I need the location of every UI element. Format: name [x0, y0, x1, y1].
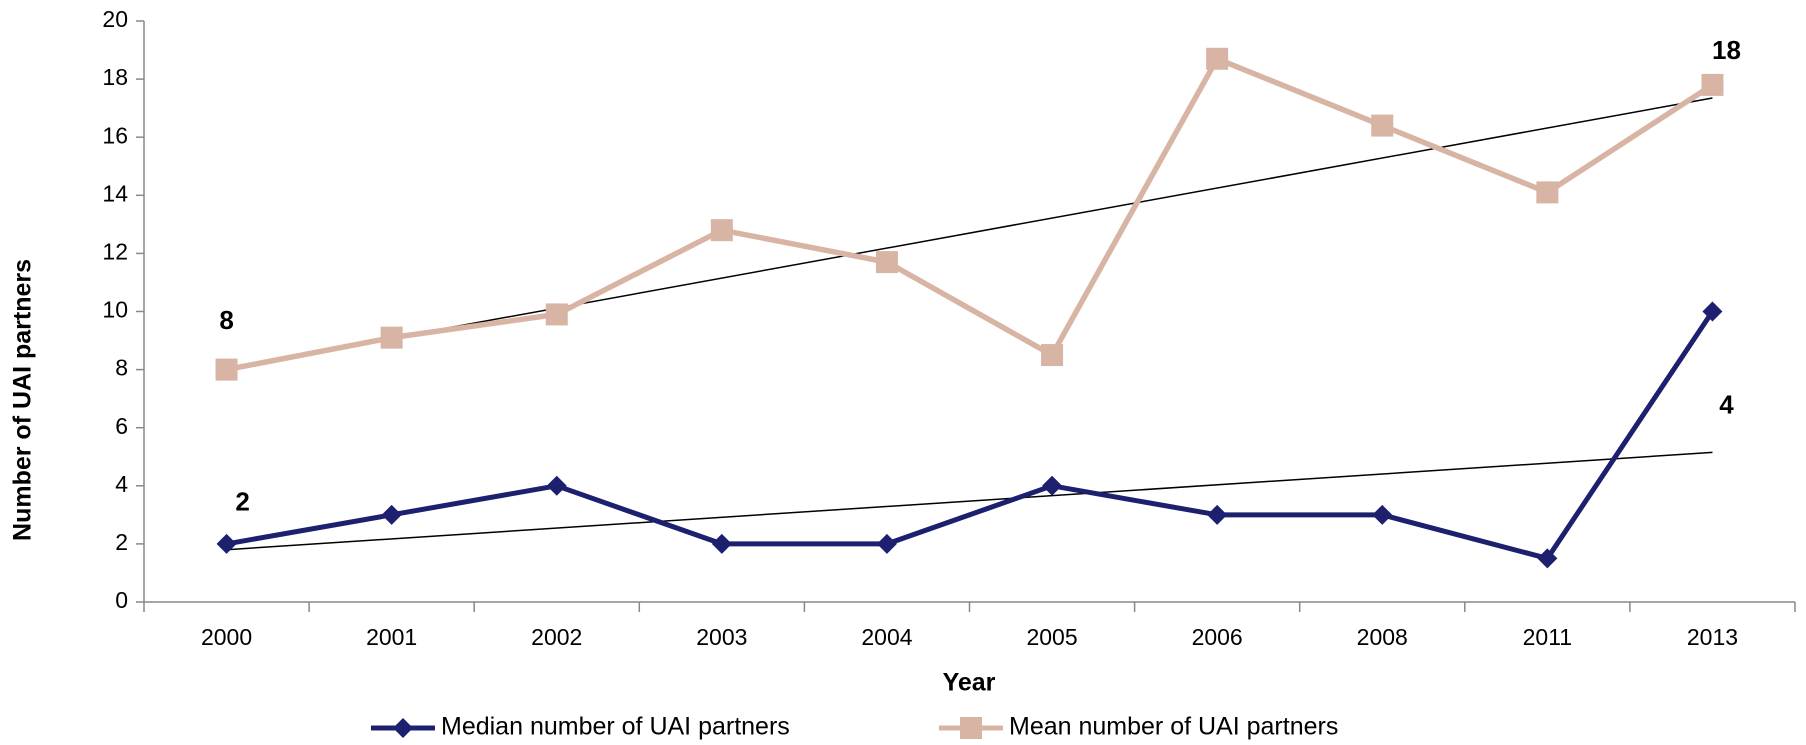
marker: [216, 533, 237, 554]
legend-label: Median number of UAI partners: [441, 713, 790, 741]
trend-line: [226, 451, 1713, 551]
marker: [215, 358, 238, 381]
y-tick-label: 16: [102, 122, 128, 148]
x-tick-label: 2011: [1523, 624, 1572, 650]
y-tick-label: 14: [102, 180, 128, 206]
marker: [875, 251, 898, 274]
annotation: 4: [1719, 389, 1734, 419]
x-tick-label: 2008: [1357, 624, 1408, 650]
marker: [381, 504, 402, 525]
marker: [1702, 301, 1723, 322]
y-tick-label: 20: [102, 6, 128, 32]
x-tick-label: 2001: [366, 624, 417, 650]
marker: [545, 303, 568, 326]
marker: [1206, 47, 1229, 70]
marker: [1041, 344, 1064, 367]
x-tick-label: 2006: [1192, 624, 1243, 650]
y-tick-label: 10: [102, 297, 128, 323]
marker: [1371, 114, 1394, 137]
marker: [380, 326, 403, 349]
marker: [710, 219, 733, 242]
marker: [1536, 181, 1559, 204]
annotation: 2: [235, 487, 249, 517]
x-axis-label: Year: [943, 669, 996, 697]
annotation: 8: [219, 305, 233, 335]
marker: [711, 533, 732, 554]
marker: [1042, 475, 1063, 496]
y-tick-label: 18: [102, 64, 128, 90]
y-tick-label: 4: [115, 471, 128, 497]
marker: [876, 533, 897, 554]
legend-label: Mean number of UAI partners: [1009, 713, 1338, 741]
x-tick-label: 2013: [1687, 624, 1738, 650]
marker: [1701, 73, 1724, 96]
series-line: [226, 56, 1714, 373]
trend-line: [226, 97, 1713, 369]
x-tick-label: 2003: [696, 624, 747, 650]
marker: [546, 475, 567, 496]
y-axis-label: Number of UAI partners: [9, 259, 37, 541]
y-tick-label: 8: [115, 355, 128, 381]
y-tick-label: 2: [115, 529, 128, 555]
x-tick-label: 2000: [201, 624, 252, 650]
series-line: [226, 310, 1715, 561]
marker: [1537, 548, 1558, 569]
y-tick-label: 0: [115, 587, 128, 613]
legend-marker: [393, 718, 413, 738]
marker: [1207, 504, 1228, 525]
x-tick-label: 2004: [861, 624, 912, 650]
legend-marker: [960, 717, 982, 739]
y-tick-label: 6: [115, 413, 128, 439]
x-tick-label: 2005: [1026, 624, 1077, 650]
y-tick-label: 12: [102, 238, 128, 264]
marker: [1372, 504, 1393, 525]
x-tick-label: 2002: [531, 624, 582, 650]
annotation: 18: [1712, 35, 1741, 65]
